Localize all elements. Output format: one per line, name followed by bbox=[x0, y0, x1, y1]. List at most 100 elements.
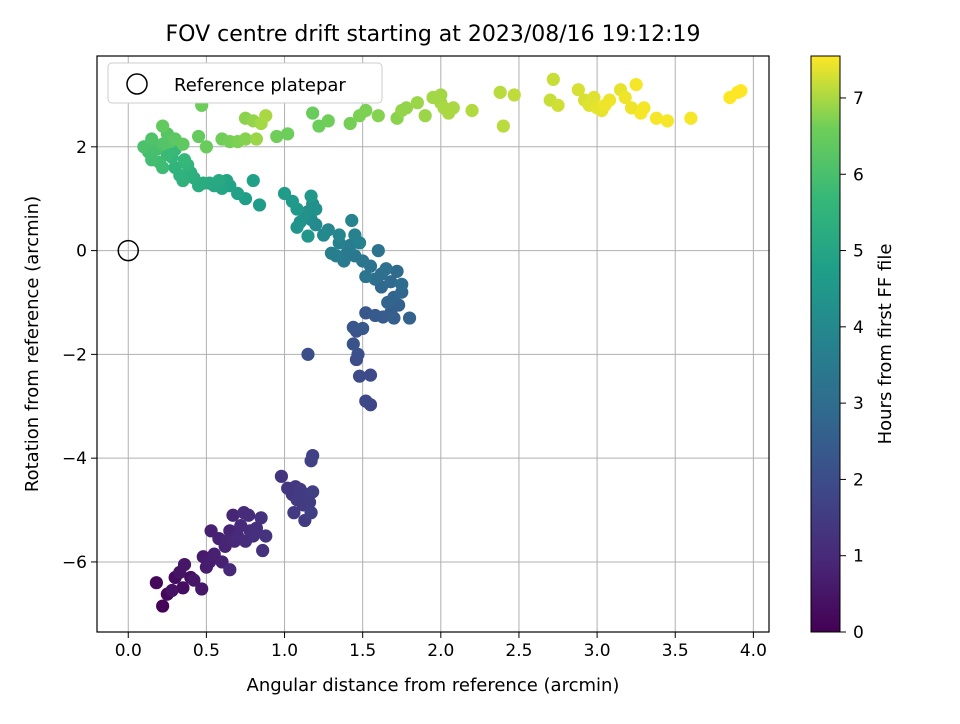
data-point bbox=[212, 173, 226, 188]
data-point bbox=[387, 311, 401, 325]
x-tick-label: 2.5 bbox=[505, 641, 532, 661]
data-point bbox=[259, 529, 273, 543]
y-tick-label: 2 bbox=[76, 138, 87, 158]
data-point bbox=[507, 88, 521, 102]
y-axis-ticks: −6 −4 −2 0 2 bbox=[62, 138, 97, 573]
data-point bbox=[306, 448, 320, 463]
data-point bbox=[177, 153, 192, 167]
data-point bbox=[371, 243, 385, 258]
data-point bbox=[346, 337, 360, 351]
x-axis-label: Angular distance from reference (arcmin) bbox=[247, 675, 620, 696]
data-point bbox=[345, 213, 359, 228]
colorbar-tick-label: 5 bbox=[853, 242, 864, 262]
data-point bbox=[195, 582, 209, 596]
data-point bbox=[290, 220, 304, 234]
x-tick-label: 0.0 bbox=[115, 641, 142, 661]
reference-platepar-marker bbox=[117, 239, 140, 262]
data-point bbox=[618, 90, 632, 105]
data-point bbox=[352, 369, 367, 383]
legend: Reference platepar bbox=[107, 62, 383, 104]
data-point bbox=[384, 275, 398, 289]
colorbar-tick-label: 4 bbox=[853, 318, 864, 338]
data-point bbox=[343, 116, 357, 131]
data-point bbox=[252, 198, 267, 212]
colorbar-tick-label: 0 bbox=[853, 623, 864, 643]
colorbar-ticks: 0 1 2 3 4 5 6 7 bbox=[840, 89, 864, 643]
x-tick-label: 3.0 bbox=[584, 641, 611, 661]
data-point bbox=[496, 119, 510, 133]
data-point bbox=[465, 103, 479, 118]
data-point bbox=[363, 368, 378, 382]
colorbar-tick-label: 2 bbox=[853, 470, 864, 490]
data-point bbox=[156, 599, 170, 613]
colorbar-tick-label: 3 bbox=[853, 394, 864, 414]
data-point bbox=[317, 228, 331, 242]
data-point bbox=[246, 173, 260, 188]
data-point bbox=[306, 485, 320, 499]
data-point bbox=[332, 228, 346, 242]
data-point bbox=[270, 129, 284, 144]
chart-title: FOV centre drift starting at 2023/08/16 … bbox=[166, 22, 701, 47]
colorbar-tick-label: 1 bbox=[853, 547, 864, 567]
colorbar-tick-label: 7 bbox=[853, 89, 864, 109]
data-point bbox=[249, 521, 264, 535]
legend-label: Reference platepar bbox=[174, 75, 346, 96]
y-tick-label: −2 bbox=[62, 345, 87, 365]
data-point bbox=[571, 83, 585, 97]
data-point bbox=[359, 103, 373, 118]
data-point bbox=[637, 101, 651, 115]
data-point bbox=[302, 495, 317, 509]
data-point bbox=[321, 114, 335, 128]
data-point bbox=[238, 132, 253, 146]
data-point bbox=[249, 132, 264, 146]
data-point bbox=[301, 229, 315, 243]
data-point bbox=[551, 98, 565, 112]
data-point bbox=[226, 508, 240, 522]
x-tick-label: 3.5 bbox=[662, 641, 689, 661]
x-tick-label: 2.0 bbox=[427, 641, 454, 661]
y-tick-label: 0 bbox=[76, 242, 87, 262]
data-point bbox=[359, 394, 373, 408]
data-point bbox=[149, 576, 163, 590]
data-point bbox=[546, 72, 560, 86]
data-point bbox=[156, 119, 170, 133]
x-tick-label: 4.0 bbox=[740, 641, 767, 661]
data-point bbox=[446, 101, 460, 115]
data-point bbox=[348, 228, 362, 242]
data-point bbox=[390, 264, 404, 278]
data-point bbox=[493, 85, 507, 99]
data-point bbox=[287, 506, 301, 520]
data-point bbox=[145, 132, 159, 146]
data-point bbox=[371, 109, 385, 123]
data-point bbox=[395, 277, 409, 291]
y-tick-label: −4 bbox=[62, 449, 87, 469]
data-point bbox=[602, 93, 617, 107]
data-point bbox=[660, 114, 675, 128]
data-point bbox=[187, 573, 201, 587]
data-point bbox=[223, 563, 237, 577]
data-point bbox=[177, 557, 192, 572]
data-point bbox=[649, 111, 664, 125]
reference-marker-group bbox=[117, 239, 140, 262]
data-point bbox=[254, 511, 268, 525]
data-point bbox=[734, 84, 748, 98]
legend-marker-icon bbox=[126, 73, 148, 95]
x-tick-label: 0.5 bbox=[193, 641, 220, 661]
data-points bbox=[137, 72, 748, 613]
data-point bbox=[356, 321, 370, 336]
x-axis-ticks: 0.0 0.5 1.0 1.5 2.0 2.5 3.0 3.5 4.0 bbox=[115, 632, 767, 661]
data-point bbox=[324, 246, 339, 260]
data-point bbox=[351, 347, 365, 361]
data-point bbox=[191, 129, 206, 144]
data-point bbox=[259, 109, 273, 123]
data-point bbox=[165, 583, 179, 598]
data-point bbox=[304, 506, 318, 520]
data-point bbox=[379, 262, 393, 276]
data-point bbox=[281, 127, 295, 141]
plot-frame bbox=[96, 55, 770, 633]
x-tick-label: 1.0 bbox=[271, 641, 298, 661]
data-point bbox=[176, 137, 190, 151]
data-point bbox=[176, 581, 190, 595]
